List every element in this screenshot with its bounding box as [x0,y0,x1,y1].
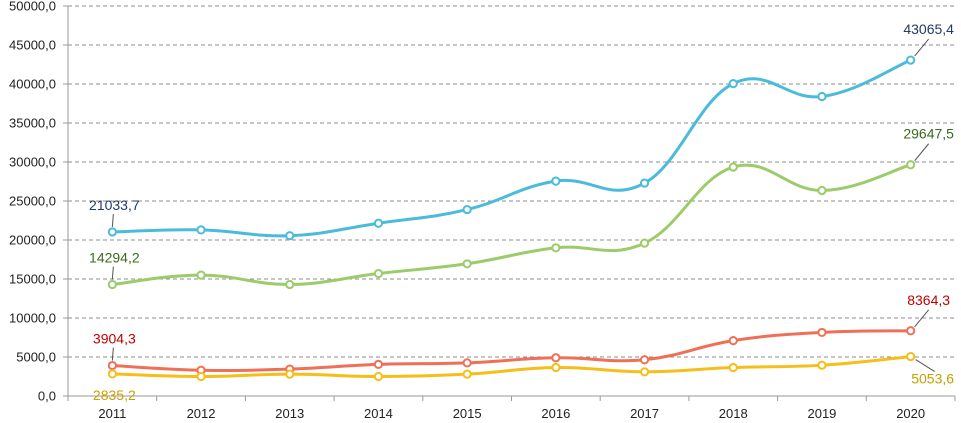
y-tick-label: 35000,0 [9,116,56,131]
leader-line [111,347,114,361]
series-yellow-point [551,362,561,373]
series-green-point [906,160,916,170]
series-yellow-data-label: 5053,6 [911,371,954,387]
y-tick-label: 0,0 [38,389,56,404]
leader-line [111,213,114,227]
series-blue-point [196,225,206,235]
series-blue-data-label: 43065,4 [903,21,954,37]
series-blue-point [906,55,916,65]
y-tick-label: 40000,0 [9,77,56,92]
series-red-point [639,355,650,365]
series-blue-point [551,176,561,186]
y-tick-label: 30000,0 [9,155,56,170]
series-red-point [906,326,916,336]
series-blue-data-label: 21033,7 [89,197,140,213]
series-green-point [196,270,206,280]
series-yellow-point [817,360,827,370]
series-blue-line [110,58,913,238]
series-green-point [551,243,561,253]
series-yellow-point [196,371,206,382]
series-green-point [107,279,117,290]
leader-line [914,309,930,328]
series-yellow-point [906,351,916,362]
series-green-data-label: 14294,2 [89,250,140,266]
series-green-data-label: 29647,5 [903,126,954,142]
series-blue-point [285,231,295,241]
y-tick-label: 20000,0 [9,233,56,248]
x-tick-label: 2013 [275,406,304,421]
series-green-point [462,259,472,269]
series-green-point [639,238,650,248]
series-blue-point [373,218,384,228]
y-tick-label: 15000,0 [9,272,56,287]
data-labels: 21033,7 43065,4 14294,2 29647,5 3904,3 8364,3… [89,21,954,403]
series-blue-point [639,178,650,188]
series-green-line [110,163,913,287]
leader-line [914,38,930,57]
series-red-point [551,353,561,363]
y-tick-label: 45000,0 [9,38,56,53]
x-tick-label: 2019 [807,406,836,421]
x-tick-label: 2018 [719,406,748,421]
series-yellow-data-label: 2835,2 [93,387,136,403]
series-yellow-point [285,369,295,379]
y-tick-label: 50000,0 [9,0,56,14]
series-green-point [817,185,827,196]
series-yellow-point [639,367,650,377]
series-lines [107,55,916,382]
y-tick-label: 25000,0 [9,194,56,209]
leader-line [111,266,114,280]
x-tick-label: 2017 [630,406,659,421]
series-blue-point [817,91,827,102]
x-tick-label: 2011 [98,406,126,421]
series-red-data-label: 3904,3 [93,331,136,347]
series-yellow-point [462,369,472,379]
series-red-point [817,327,827,338]
x-tick-label: 2014 [364,406,393,421]
series-yellow-point [728,362,738,373]
x-tick-label: 2015 [453,406,482,421]
series-red-point [462,358,472,368]
series-red-line [110,329,913,373]
series-blue-point [107,227,117,237]
axes: 0,0 5000,0 10000,0 15000,0 20000,0 25000,0 300… [9,0,956,421]
leader-line [915,359,935,373]
series-green-point [728,162,738,172]
series-red-data-label: 8364,3 [907,292,950,308]
series-green-point [285,279,295,290]
x-tick-label: 2016 [541,406,570,421]
series-green-point [373,268,384,279]
x-tick-label: 2020 [896,406,925,421]
series-yellow-point [107,369,117,379]
y-tick-label: 10000,0 [9,311,56,326]
series-red-point [728,336,738,346]
series-yellow-line [110,355,913,379]
series-blue-point [728,79,738,89]
x-tick-label: 2012 [187,406,216,421]
series-red-point [373,359,384,370]
series-red-point [107,360,117,371]
series-blue-point [462,204,472,215]
leader-line [914,143,930,162]
y-tick-label: 5000,0 [16,350,56,365]
grid-lines [68,5,955,358]
series-yellow-point [373,371,384,382]
